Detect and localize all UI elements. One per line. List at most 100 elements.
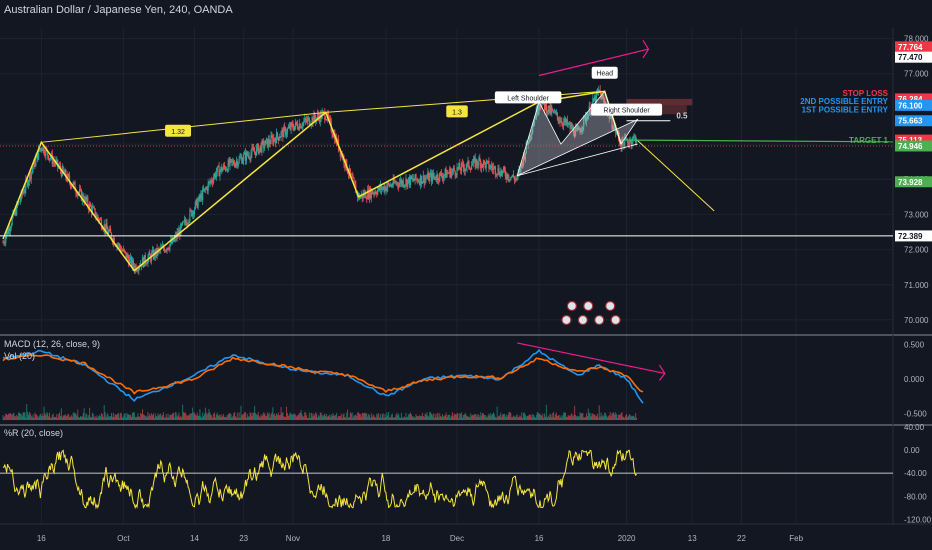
volume-bar [505, 414, 507, 420]
volume-bar [357, 412, 359, 420]
volume-bar [268, 412, 270, 420]
volume-bar [401, 417, 403, 420]
time-tick-label: 16 [37, 534, 46, 543]
volume-bar [336, 412, 338, 420]
candle-body [99, 219, 102, 221]
volume-bar [459, 413, 461, 420]
volume-bar [160, 413, 162, 420]
candle-body [270, 135, 272, 144]
volume-bar [221, 414, 223, 420]
time-tick-label: 23 [239, 534, 248, 543]
volume-bar [493, 414, 495, 420]
volume-bar [77, 409, 79, 420]
volume-bar [534, 416, 536, 420]
volume-bar [293, 414, 295, 420]
candle-body [283, 126, 285, 138]
volume-bar [589, 413, 591, 420]
candle-body [285, 127, 287, 136]
volume-bar [524, 414, 526, 420]
volume-bar [244, 412, 246, 420]
volume-bar [95, 417, 97, 420]
volume-bar [54, 417, 56, 420]
candle-body [468, 160, 470, 169]
volume-bar [93, 417, 95, 420]
volume-bar [556, 415, 558, 420]
candle-body [492, 167, 495, 170]
volume-bar [231, 417, 233, 420]
candle-body [530, 135, 532, 139]
volume-bar [474, 414, 476, 420]
volume-bar [38, 417, 40, 420]
candle-body [593, 98, 595, 102]
volume-bar [69, 416, 71, 420]
volume-bar [415, 413, 417, 420]
volume-bar [151, 412, 153, 420]
candle-body [574, 128, 577, 137]
candle-body [109, 228, 111, 232]
volume-bar [253, 412, 255, 420]
volume-bar [374, 417, 376, 420]
volume-bar [464, 412, 466, 420]
chart-title: Australian Dollar / Japanese Yen, 240, O… [4, 4, 233, 16]
volume-bar [360, 416, 362, 420]
candle-body [70, 186, 72, 187]
candle-body [394, 182, 396, 184]
volume-bar [49, 417, 51, 420]
volume-bar [309, 417, 311, 420]
volume-bar [610, 416, 612, 420]
volume-bar [584, 417, 586, 420]
candle-body [625, 137, 627, 140]
volume-bar [9, 412, 11, 420]
candle-body [182, 221, 184, 225]
candle-body [258, 148, 260, 154]
volume-bar [636, 417, 638, 420]
candle-body [72, 182, 74, 187]
candle-body [223, 165, 226, 168]
volume-bar [395, 414, 397, 420]
volume-bar [329, 417, 331, 420]
candle-body [630, 139, 632, 145]
volume-bar [472, 415, 474, 420]
candle-body [590, 111, 592, 115]
candle-body [534, 118, 537, 120]
candle-body [186, 223, 188, 226]
volume-bar [525, 416, 527, 420]
volume-bar [102, 416, 104, 420]
volume-bar [289, 412, 291, 420]
volume-bar [43, 406, 45, 420]
candle-body [583, 116, 585, 127]
volume-bar [31, 416, 33, 420]
volume-bar [240, 405, 242, 420]
volume-bar [624, 417, 626, 420]
candle-body [282, 130, 284, 138]
candle-body [221, 166, 223, 172]
volume-bar [351, 412, 353, 420]
volume-bar [282, 412, 284, 420]
candle-body [100, 219, 103, 229]
volume-bar [215, 414, 217, 420]
candle-body [457, 167, 459, 169]
volume-bar [469, 417, 471, 420]
volume-bar [583, 417, 585, 420]
candle-body [34, 159, 36, 166]
macd-label: MACD (12, 26, close, 9) [4, 339, 101, 349]
volume-bar [437, 412, 439, 420]
candle-body [490, 165, 492, 168]
candle-body [206, 187, 208, 191]
volume-bar [479, 417, 481, 420]
volume-bar [32, 414, 34, 420]
volume-bar [458, 417, 460, 420]
candle-body [508, 179, 510, 180]
candle-body [631, 141, 633, 145]
candle-body [560, 121, 562, 123]
candle-body [299, 123, 301, 129]
candle-body [522, 153, 525, 165]
volume-bar [59, 415, 61, 420]
candle-body [610, 114, 612, 118]
candle-body [466, 162, 468, 168]
candle-body [379, 185, 382, 190]
candle-body [41, 148, 43, 152]
candle-body [324, 112, 326, 120]
candle-body [467, 160, 469, 163]
candle-body [255, 146, 258, 156]
